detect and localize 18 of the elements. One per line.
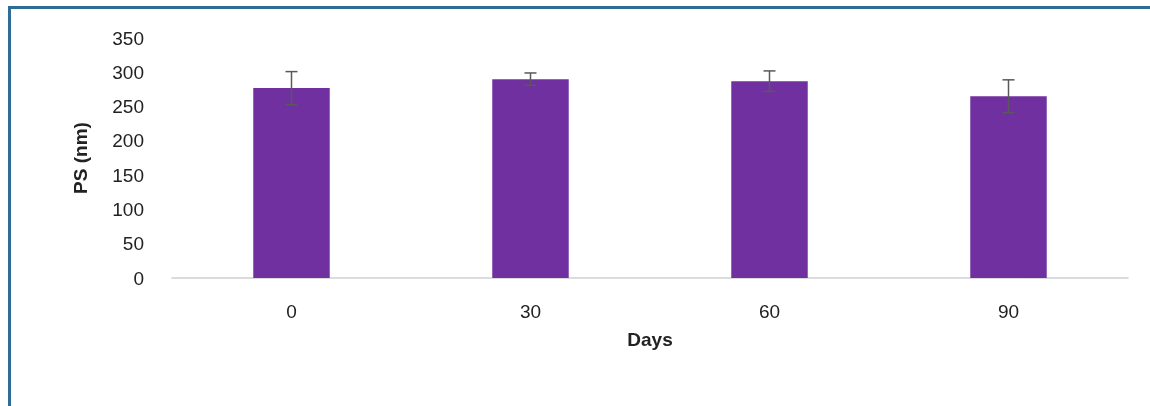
x-tick-label: 90 xyxy=(997,301,1020,322)
y-tick-label: 300 xyxy=(112,61,144,83)
y-tick-label: 50 xyxy=(122,233,144,255)
x-tick-label: 30 xyxy=(519,301,542,322)
x-tick-label: 60 xyxy=(758,301,781,322)
y-tick-label: 0 xyxy=(133,267,144,289)
y-tick-label: 200 xyxy=(112,130,144,152)
y-tick-label: 350 xyxy=(112,27,144,49)
bar xyxy=(970,96,1047,278)
x-tick-label: 0 xyxy=(286,301,297,322)
y-tick-label: 100 xyxy=(112,198,144,220)
bar xyxy=(253,88,330,278)
y-tick-label: 150 xyxy=(112,164,144,186)
x-axis-title: Days xyxy=(627,329,673,350)
bar xyxy=(492,79,569,278)
y-axis-title: PS (nm) xyxy=(70,122,91,194)
bar xyxy=(731,81,808,278)
y-tick-label: 250 xyxy=(112,96,144,118)
